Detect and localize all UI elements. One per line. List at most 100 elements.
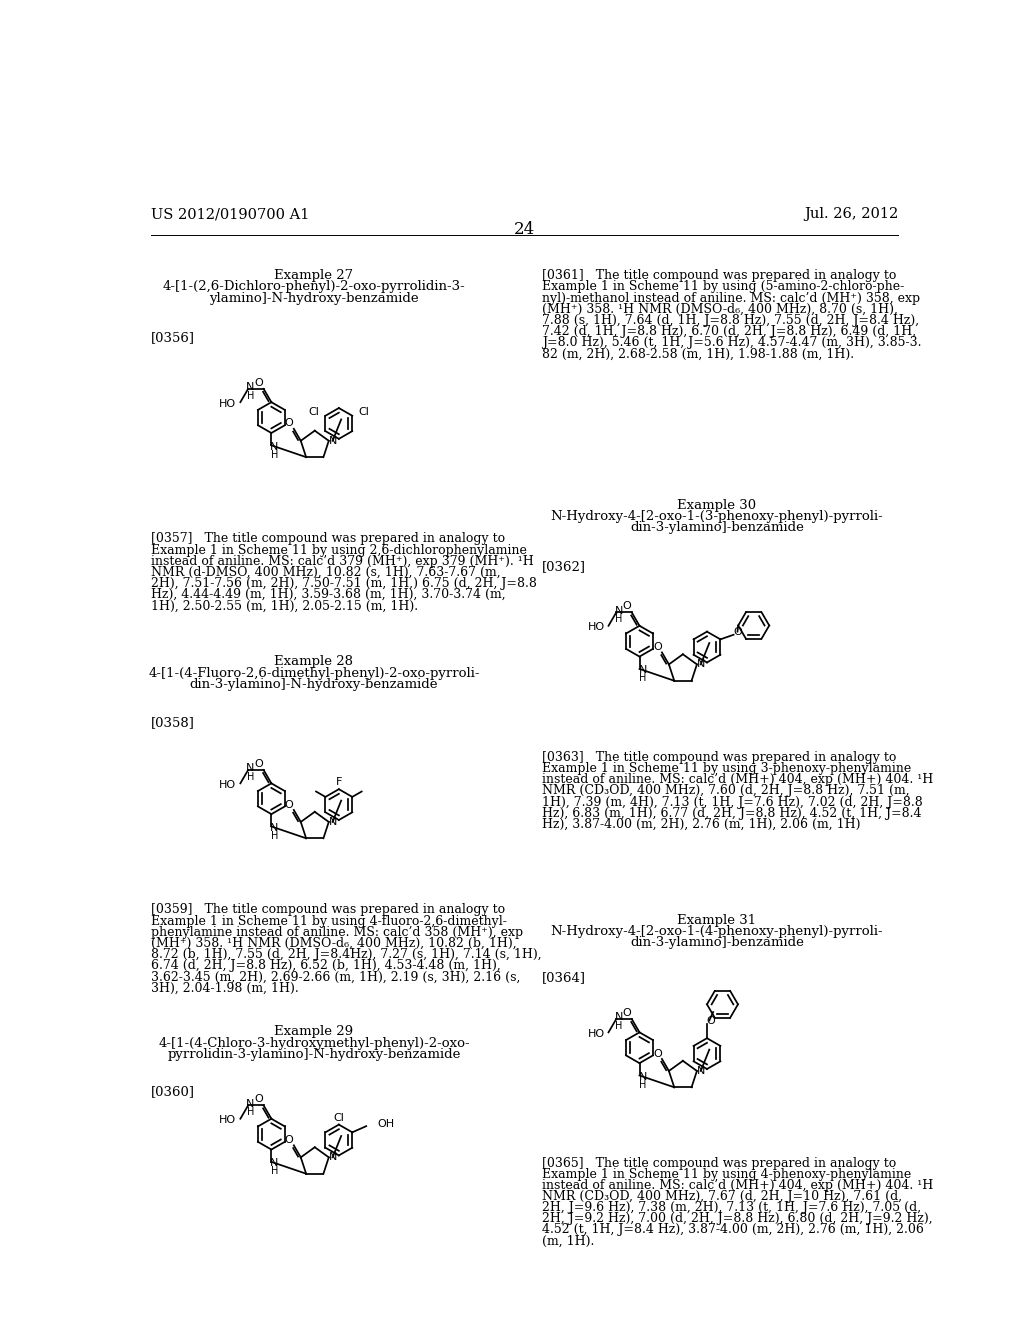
Text: Jul. 26, 2012: Jul. 26, 2012 — [804, 207, 898, 222]
Text: 7.42 (d, 1H, J=8.8 Hz), 6.70 (d, 2H, J=8.8 Hz), 6.49 (d, 1H,: 7.42 (d, 1H, J=8.8 Hz), 6.70 (d, 2H, J=8… — [542, 325, 916, 338]
Text: H: H — [639, 1080, 646, 1090]
Text: N: N — [270, 1159, 279, 1168]
Text: [0365]   The title compound was prepared in analogy to: [0365] The title compound was prepared i… — [542, 1156, 896, 1170]
Text: Example 30: Example 30 — [678, 499, 757, 512]
Text: HO: HO — [219, 399, 237, 409]
Text: NMR (d-DMSO, 400 MHz), 10.82 (s, 1H), 7.63-7.67 (m,: NMR (d-DMSO, 400 MHz), 10.82 (s, 1H), 7.… — [152, 566, 501, 579]
Text: [0357]   The title compound was prepared in analogy to: [0357] The title compound was prepared i… — [152, 532, 506, 545]
Text: [0361]   The title compound was prepared in analogy to: [0361] The title compound was prepared i… — [542, 269, 896, 282]
Text: O: O — [623, 602, 632, 611]
Text: Example 1 in Scheme 11 by using 4-phenoxy-phenylamine: Example 1 in Scheme 11 by using 4-phenox… — [542, 1168, 911, 1180]
Text: O: O — [653, 642, 662, 652]
Text: N: N — [246, 763, 255, 774]
Text: O: O — [255, 1094, 263, 1105]
Text: H: H — [270, 1166, 279, 1176]
Text: Example 1 in Scheme 11 by using 4-fluoro-2,6-dimethyl-: Example 1 in Scheme 11 by using 4-fluoro… — [152, 915, 507, 928]
Text: 3.62-3.45 (m, 2H), 2.69-2.66 (m, 1H), 2.19 (s, 3H), 2.16 (s,: 3.62-3.45 (m, 2H), 2.69-2.66 (m, 1H), 2.… — [152, 970, 520, 983]
Text: Example 1 in Scheme 11 by using (5-amino-2-chloro-phe-: Example 1 in Scheme 11 by using (5-amino… — [542, 280, 904, 293]
Text: 1H), 2.50-2.55 (m, 1H), 2.05-2.15 (m, 1H).: 1H), 2.50-2.55 (m, 1H), 2.05-2.15 (m, 1H… — [152, 599, 419, 612]
Text: N-Hydroxy-4-[2-oxo-1-(3-phenoxy-phenyl)-pyrroli-: N-Hydroxy-4-[2-oxo-1-(3-phenoxy-phenyl)-… — [551, 510, 884, 523]
Text: 2H), 7.51-7.56 (m, 2H), 7.50-7.51 (m, 1H,) 6.75 (d, 2H, J=8.8: 2H), 7.51-7.56 (m, 2H), 7.50-7.51 (m, 1H… — [152, 577, 538, 590]
Text: N: N — [697, 1067, 706, 1076]
Text: N: N — [638, 1072, 647, 1082]
Text: O: O — [733, 627, 741, 636]
Text: O: O — [285, 1135, 294, 1144]
Text: 24: 24 — [514, 222, 536, 239]
Text: N: N — [330, 817, 338, 826]
Text: [0360]: [0360] — [152, 1085, 196, 1098]
Text: (m, 1H).: (m, 1H). — [542, 1234, 594, 1247]
Text: [0362]: [0362] — [542, 560, 586, 573]
Text: H: H — [247, 1107, 254, 1117]
Text: N: N — [638, 665, 647, 676]
Text: N-Hydroxy-4-[2-oxo-1-(4-phenoxy-phenyl)-pyrroli-: N-Hydroxy-4-[2-oxo-1-(4-phenoxy-phenyl)-… — [551, 925, 884, 937]
Text: OH: OH — [377, 1119, 394, 1129]
Text: pyrrolidin-3-ylamino]-N-hydroxy-benzamide: pyrrolidin-3-ylamino]-N-hydroxy-benzamid… — [167, 1048, 461, 1061]
Text: NMR (CD₃OD, 400 MHz), 7.67 (d, 2H, J=10 Hz), 7.61 (d,: NMR (CD₃OD, 400 MHz), 7.67 (d, 2H, J=10 … — [542, 1191, 902, 1203]
Text: HO: HO — [219, 780, 237, 789]
Text: [0364]: [0364] — [542, 972, 586, 985]
Text: 2H, J=9.6 Hz), 7.38 (m, 2H), 7.13 (t, 1H, J=7.6 Hz), 7.05 (d,: 2H, J=9.6 Hz), 7.38 (m, 2H), 7.13 (t, 1H… — [542, 1201, 921, 1214]
Text: H: H — [247, 772, 254, 781]
Text: J=8.0 Hz), 5.46 (t, 1H, J=5.6 Hz), 4.57-4.47 (m, 3H), 3.85-3.: J=8.0 Hz), 5.46 (t, 1H, J=5.6 Hz), 4.57-… — [542, 337, 922, 350]
Text: HO: HO — [219, 1115, 237, 1125]
Text: H: H — [614, 614, 623, 624]
Text: (MH⁺) 358. ¹H NMR (DMSO-d₆, 400 MHz), 10.82 (b, 1H),: (MH⁺) 358. ¹H NMR (DMSO-d₆, 400 MHz), 10… — [152, 937, 517, 950]
Text: 8.72 (b, 1H), 7.55 (d, 2H, J=8.4Hz), 7.27 (s, 1H), 7.14 (s, 1H),: 8.72 (b, 1H), 7.55 (d, 2H, J=8.4Hz), 7.2… — [152, 948, 542, 961]
Text: Hz), 4.44-4.49 (m, 1H), 3.59-3.68 (m, 1H), 3.70-3.74 (m,: Hz), 4.44-4.49 (m, 1H), 3.59-3.68 (m, 1H… — [152, 589, 506, 602]
Text: H: H — [614, 1020, 623, 1031]
Text: O: O — [653, 1048, 662, 1059]
Text: 82 (m, 2H), 2.68-2.58 (m, 1H), 1.98-1.88 (m, 1H).: 82 (m, 2H), 2.68-2.58 (m, 1H), 1.98-1.88… — [542, 347, 854, 360]
Text: O: O — [707, 1016, 715, 1026]
Text: N: N — [330, 1152, 338, 1163]
Text: Cl: Cl — [334, 1113, 344, 1123]
Text: O: O — [285, 800, 294, 809]
Text: NMR (CD₃OD, 400 MHz), 7.60 (d, 2H, J=8.8 Hz), 7.51 (m,: NMR (CD₃OD, 400 MHz), 7.60 (d, 2H, J=8.8… — [542, 784, 909, 797]
Text: 3H), 2.04-1.98 (m, 1H).: 3H), 2.04-1.98 (m, 1H). — [152, 982, 299, 994]
Text: din-3-ylamino]-benzamide: din-3-ylamino]-benzamide — [630, 936, 804, 949]
Text: 6.74 (d, 2H, J=8.8 Hz), 6.52 (b, 1H), 4.53-4.48 (m, 1H),: 6.74 (d, 2H, J=8.8 Hz), 6.52 (b, 1H), 4.… — [152, 960, 501, 973]
Text: 4.52 (t, 1H, J=8.4 Hz), 3.87-4.00 (m, 2H), 2.76 (m, 1H), 2.06: 4.52 (t, 1H, J=8.4 Hz), 3.87-4.00 (m, 2H… — [542, 1224, 924, 1237]
Text: Example 1 in Scheme 11 by using 2,6-dichlorophenylamine: Example 1 in Scheme 11 by using 2,6-dich… — [152, 544, 527, 557]
Text: Example 29: Example 29 — [274, 1026, 353, 1039]
Text: Example 27: Example 27 — [274, 269, 353, 282]
Text: phenylamine instead of aniline. MS: calc’d 358 (MH⁺), exp: phenylamine instead of aniline. MS: calc… — [152, 925, 523, 939]
Text: H: H — [247, 391, 254, 401]
Text: O: O — [255, 759, 263, 768]
Text: O: O — [285, 418, 294, 429]
Text: [0358]: [0358] — [152, 717, 196, 730]
Text: N: N — [614, 1012, 623, 1023]
Text: 4-[1-(4-Chloro-3-hydroxymethyl-phenyl)-2-oxo-: 4-[1-(4-Chloro-3-hydroxymethyl-phenyl)-2… — [158, 1036, 470, 1049]
Text: HO: HO — [588, 1028, 604, 1039]
Text: Cl: Cl — [308, 407, 319, 417]
Text: ylamino]-N-hydroxy-benzamide: ylamino]-N-hydroxy-benzamide — [209, 292, 419, 305]
Text: 2H, J=9.2 Hz), 7.00 (d, 2H, J=8.8 Hz), 6.80 (d, 2H, J=9.2 Hz),: 2H, J=9.2 Hz), 7.00 (d, 2H, J=8.8 Hz), 6… — [542, 1212, 933, 1225]
Text: instead of aniline. MS: calc’d 379 (MH⁺), exp 379 (MH⁺). ¹H: instead of aniline. MS: calc’d 379 (MH⁺)… — [152, 554, 534, 568]
Text: Cl: Cl — [358, 407, 370, 417]
Text: N: N — [246, 1098, 255, 1109]
Text: 4-[1-(4-Fluoro-2,6-dimethyl-phenyl)-2-oxo-pyrroli-: 4-[1-(4-Fluoro-2,6-dimethyl-phenyl)-2-ox… — [148, 667, 480, 680]
Text: N: N — [697, 660, 706, 669]
Text: 1H), 7.39 (m, 4H), 7.13 (t, 1H, J=7.6 Hz), 7.02 (d, 2H, J=8.8: 1H), 7.39 (m, 4H), 7.13 (t, 1H, J=7.6 Hz… — [542, 796, 923, 809]
Text: [0356]: [0356] — [152, 331, 196, 345]
Text: Example 28: Example 28 — [274, 656, 353, 668]
Text: HO: HO — [588, 622, 604, 632]
Text: N: N — [330, 436, 338, 446]
Text: N: N — [246, 383, 255, 392]
Text: H: H — [270, 450, 279, 459]
Text: instead of aniline. MS: calc’d (MH+) 404, exp (MH+) 404. ¹H: instead of aniline. MS: calc’d (MH+) 404… — [542, 774, 933, 787]
Text: [0363]   The title compound was prepared in analogy to: [0363] The title compound was prepared i… — [542, 751, 896, 764]
Text: Hz), 3.87-4.00 (m, 2H), 2.76 (m, 1H), 2.06 (m, 1H): Hz), 3.87-4.00 (m, 2H), 2.76 (m, 1H), 2.… — [542, 818, 860, 832]
Text: Example 31: Example 31 — [678, 913, 757, 927]
Text: Example 1 in Scheme 11 by using 3-phenoxy-phenylamine: Example 1 in Scheme 11 by using 3-phenox… — [542, 762, 911, 775]
Text: N: N — [614, 606, 623, 616]
Text: Hz), 6.83 (m, 1H), 6.77 (d, 2H, J=8.8 Hz), 4.52 (t, 1H, J=8.4: Hz), 6.83 (m, 1H), 6.77 (d, 2H, J=8.8 Hz… — [542, 807, 922, 820]
Text: [0359]   The title compound was prepared in analogy to: [0359] The title compound was prepared i… — [152, 903, 506, 916]
Text: N: N — [270, 822, 279, 833]
Text: nyl)-methanol instead of aniline. MS: calc’d (MH⁺) 358, exp: nyl)-methanol instead of aniline. MS: ca… — [542, 292, 920, 305]
Text: 7.88 (s, 1H), 7.64 (d, 1H, J=8.8 Hz), 7.55 (d, 2H, J=8.4 Hz),: 7.88 (s, 1H), 7.64 (d, 1H, J=8.8 Hz), 7.… — [542, 314, 919, 327]
Text: din-3-ylamino]-N-hydroxy-benzamide: din-3-ylamino]-N-hydroxy-benzamide — [189, 677, 438, 690]
Text: O: O — [623, 1008, 632, 1018]
Text: O: O — [255, 378, 263, 388]
Text: (MH⁺) 358. ¹H NMR (DMSO-d₆, 400 MHz), 8.70 (s, 1H),: (MH⁺) 358. ¹H NMR (DMSO-d₆, 400 MHz), 8.… — [542, 302, 898, 315]
